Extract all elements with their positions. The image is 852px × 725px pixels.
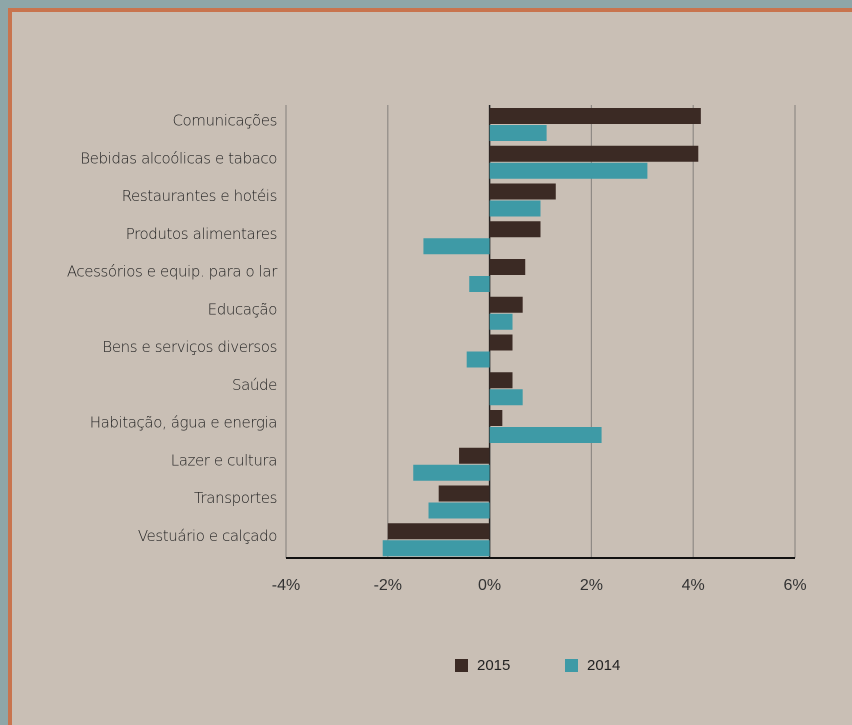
x-tick-label: -4% — [272, 577, 300, 594]
bar — [489, 162, 648, 179]
bar — [489, 427, 602, 443]
y-tick-label: Educação — [208, 300, 277, 318]
bar — [489, 372, 513, 389]
y-tick-label: Bens e serviços diversos — [102, 338, 277, 356]
y-tick-label: Comunicações — [172, 112, 277, 130]
legend-label: 2014 — [587, 657, 620, 674]
bar — [489, 125, 547, 141]
y-tick-label: Saúde — [232, 376, 277, 394]
bar — [489, 183, 556, 200]
y-tick-label: Lazer e cultura — [171, 451, 277, 469]
bar — [489, 221, 541, 238]
legend-swatch — [565, 659, 578, 672]
y-tick-label: Produtos alimentares — [126, 225, 277, 243]
bar — [413, 464, 490, 481]
bar — [489, 410, 503, 426]
bar — [382, 540, 490, 557]
bar — [387, 523, 490, 540]
y-tick-label: Restaurantes e hotéis — [122, 187, 277, 205]
bar — [459, 447, 490, 464]
x-tick-label: 0% — [478, 577, 501, 594]
bar — [466, 351, 490, 368]
y-tick-label: Bebidas alcoólicas e tabaco — [80, 149, 277, 167]
x-tick-label: -2% — [374, 577, 402, 594]
bar — [423, 238, 490, 255]
frame — [8, 8, 852, 725]
y-tick-label: Transportes — [194, 489, 277, 507]
bar — [428, 502, 490, 519]
bar — [489, 200, 541, 217]
legend-label: 2015 — [477, 657, 510, 674]
y-tick-label: Vestuário e calçado — [138, 527, 277, 545]
bar — [489, 313, 513, 330]
x-tick-label: 6% — [783, 577, 806, 594]
bar — [489, 108, 701, 124]
y-tick-label: Habitação, água e energia — [90, 414, 277, 432]
x-tick-label: 2% — [580, 577, 603, 594]
y-tick-label: Acessórios e equip. para o lar — [67, 263, 278, 281]
bar — [489, 259, 526, 275]
bar — [438, 485, 490, 502]
bar — [489, 296, 523, 313]
bar — [469, 276, 490, 292]
bar — [489, 389, 523, 406]
bar — [489, 145, 699, 162]
x-tick-label: 4% — [682, 577, 705, 594]
legend-swatch — [455, 659, 468, 672]
bar — [489, 334, 513, 351]
